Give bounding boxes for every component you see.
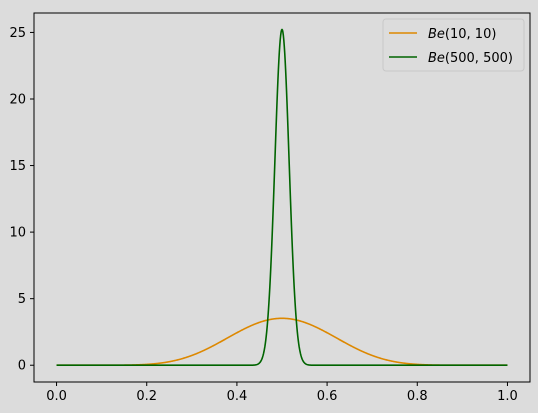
y-tick-label: 20 <box>9 92 26 107</box>
y-tick-label: 10 <box>9 226 26 241</box>
x-tick-label: 0.6 <box>317 389 338 404</box>
plot-area <box>56 28 508 367</box>
y-tick-label: 0 <box>18 359 26 374</box>
legend-label-1: Be(500, 500) <box>428 51 513 66</box>
legend-label-0: Be(10, 10) <box>428 27 496 42</box>
y-tick-label: 25 <box>9 26 26 41</box>
x-axis: 0.0 0.2 0.4 0.6 0.8 1.0 <box>46 382 518 404</box>
series-line-1 <box>56 28 508 367</box>
y-tick-label: 15 <box>9 159 26 174</box>
legend-label-func-1: Be <box>428 51 445 66</box>
x-tick-label: 0.0 <box>46 389 67 404</box>
y-axis: 0 5 10 15 20 25 <box>9 26 34 374</box>
legend-label-func-0: Be <box>428 27 445 42</box>
x-tick-label: 0.8 <box>407 389 428 404</box>
axes-frame <box>33 12 531 383</box>
legend: Be(10, 10)Be(500, 500) <box>382 18 525 72</box>
series-line-0 <box>56 317 508 367</box>
x-tick-label: 0.2 <box>136 389 157 404</box>
legend-label-args-1: (500, 500) <box>445 51 513 66</box>
legend-label-args-0: (10, 10) <box>445 27 497 42</box>
x-tick-label: 1.0 <box>497 389 518 404</box>
legend-box <box>382 18 525 72</box>
y-tick-label: 5 <box>18 292 26 307</box>
x-tick-label: 0.4 <box>227 389 248 404</box>
